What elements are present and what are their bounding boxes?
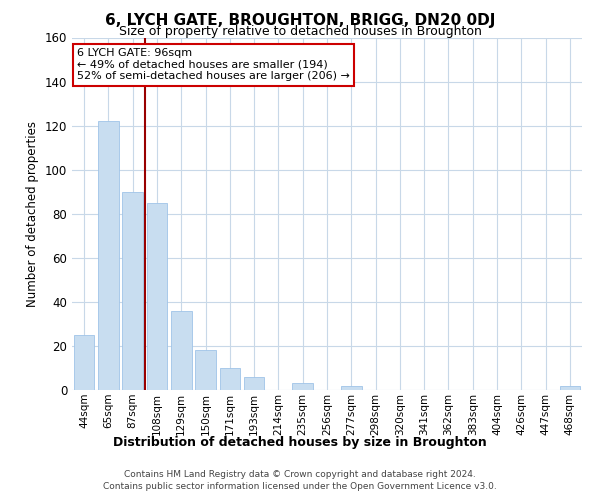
Bar <box>74 335 94 390</box>
Bar <box>244 377 265 390</box>
Bar <box>195 350 216 390</box>
Y-axis label: Number of detached properties: Number of detached properties <box>26 120 39 306</box>
Bar <box>341 386 362 390</box>
Bar <box>122 192 143 390</box>
Text: Size of property relative to detached houses in Broughton: Size of property relative to detached ho… <box>119 25 481 38</box>
Text: Contains HM Land Registry data © Crown copyright and database right 2024.: Contains HM Land Registry data © Crown c… <box>124 470 476 479</box>
Bar <box>146 202 167 390</box>
Bar <box>292 384 313 390</box>
Text: 6, LYCH GATE, BROUGHTON, BRIGG, DN20 0DJ: 6, LYCH GATE, BROUGHTON, BRIGG, DN20 0DJ <box>105 12 495 28</box>
Bar <box>98 121 119 390</box>
Bar <box>220 368 240 390</box>
Bar <box>171 310 191 390</box>
Text: 6 LYCH GATE: 96sqm
← 49% of detached houses are smaller (194)
52% of semi-detach: 6 LYCH GATE: 96sqm ← 49% of detached hou… <box>77 48 350 82</box>
Bar <box>560 386 580 390</box>
Text: Contains public sector information licensed under the Open Government Licence v3: Contains public sector information licen… <box>103 482 497 491</box>
Text: Distribution of detached houses by size in Broughton: Distribution of detached houses by size … <box>113 436 487 449</box>
